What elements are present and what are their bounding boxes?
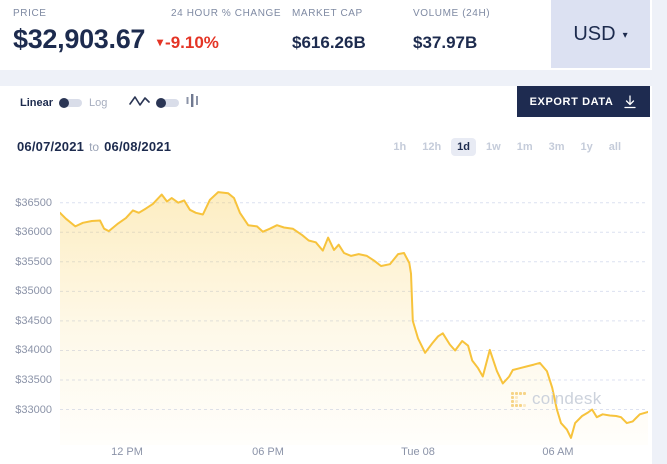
- y-tick-label: $34000: [15, 344, 52, 356]
- time-range-buttons: 1h 12h 1d 1w 1m 3m 1y all: [387, 138, 627, 156]
- change-label: 24 HOUR % CHANGE: [171, 8, 282, 19]
- chart-card: Linear Log EXPORT DATA 06/07/2021 to 06/…: [0, 86, 652, 464]
- change-value: ▾ -9.10%: [157, 33, 219, 53]
- price-value: $32,903.67: [13, 24, 146, 54]
- date-to-field[interactable]: 06/08/2021: [104, 139, 172, 154]
- toggle-knob: [59, 98, 70, 108]
- x-tick-label: Tue 08: [401, 446, 435, 458]
- date-from-field[interactable]: 06/07/2021: [17, 139, 85, 154]
- chart-type-toggle[interactable]: [156, 98, 180, 108]
- caret-down-icon: ▾: [622, 29, 628, 41]
- chart-controls: Linear Log: [20, 93, 199, 113]
- x-tick-label: 06 AM: [542, 446, 574, 458]
- currency-selector[interactable]: USD ▾: [551, 0, 650, 68]
- y-tick-label: $36500: [15, 197, 52, 209]
- watermark: coindesk: [511, 389, 602, 409]
- y-tick-label: $35000: [15, 285, 52, 297]
- series-line: [60, 191, 648, 439]
- export-data-label: EXPORT DATA: [529, 95, 614, 108]
- range-button-3m[interactable]: 3m: [543, 138, 571, 156]
- line-chart-icon[interactable]: [129, 94, 151, 113]
- market-cap-label: MARKET CAP: [292, 8, 363, 19]
- change-percent: -9.10%: [165, 33, 219, 52]
- volume-label: VOLUME (24H): [413, 8, 491, 19]
- watermark-text: coindesk: [532, 389, 602, 408]
- range-button-1w[interactable]: 1w: [480, 138, 507, 156]
- export-data-button[interactable]: EXPORT DATA: [517, 86, 650, 117]
- range-button-12h[interactable]: 12h: [416, 138, 447, 156]
- y-tick-label: $33000: [15, 404, 52, 416]
- y-tick-label: $35500: [15, 256, 52, 268]
- price-summary-header: PRICE $32,903.67 24 HOUR % CHANGE ▾ -9.10…: [0, 0, 652, 70]
- market-cap-value: $616.26B: [292, 33, 366, 52]
- candlestick-chart-icon[interactable]: [186, 93, 199, 113]
- down-triangle-icon: ▾: [157, 35, 164, 49]
- y-tick-label: $33500: [15, 374, 52, 386]
- download-icon: [624, 94, 637, 108]
- y-tick-label: $36000: [15, 226, 52, 238]
- coindesk-logo-icon: [511, 391, 526, 407]
- range-button-1h[interactable]: 1h: [387, 138, 412, 156]
- range-button-1d[interactable]: 1d: [451, 138, 477, 156]
- range-button-all[interactable]: all: [603, 138, 627, 156]
- toggle-knob: [156, 98, 167, 108]
- y-tick-label: $34500: [15, 315, 52, 327]
- date-range-picker: 06/07/2021 to 06/08/2021: [17, 139, 171, 154]
- price-label: PRICE: [13, 8, 47, 19]
- currency-label: USD: [573, 22, 616, 45]
- date-joiner-label: to: [89, 139, 100, 154]
- chart-plot-area[interactable]: [60, 185, 648, 445]
- log-scale-label[interactable]: Log: [89, 97, 108, 109]
- scale-toggle[interactable]: [59, 98, 83, 108]
- x-tick-label: 12 PM: [111, 446, 143, 458]
- range-button-1m[interactable]: 1m: [511, 138, 539, 156]
- x-tick-label: 06 PM: [252, 446, 284, 458]
- volume-value: $37.97B: [413, 33, 478, 52]
- linear-scale-label[interactable]: Linear: [20, 97, 54, 109]
- range-button-1y[interactable]: 1y: [575, 138, 599, 156]
- price-chart: $36500 $36000 $35500 $35000 $34500 $34000 $335…: [0, 185, 652, 464]
